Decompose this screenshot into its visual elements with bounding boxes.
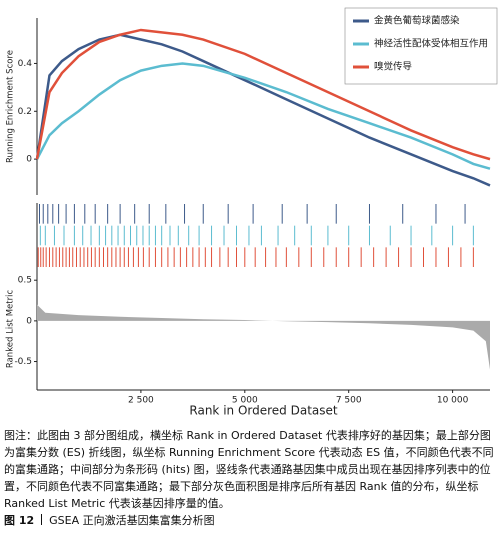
y-tick-label: 0 — [26, 316, 32, 326]
x-axis-label: Rank in Ordered Dataset — [189, 404, 337, 418]
metric-area — [37, 304, 490, 370]
legend-label: 金黄色葡萄球菌感染 — [374, 15, 460, 27]
figure-number: 图 12 — [4, 514, 35, 527]
y-tick-label: -0.5 — [14, 357, 32, 367]
y-tick-label: 0.2 — [18, 107, 32, 117]
y-tick-label: 0 — [26, 155, 32, 165]
y-axis-label: Running Enrichment Score — [6, 50, 16, 163]
legend-label: 神经活性配体受体相互作用 — [374, 38, 488, 50]
figure-title: GSEA 正向激活基因集富集分析图 — [49, 514, 215, 527]
y-axis-label: Ranked List Metric — [6, 290, 16, 369]
x-tick-label: 7 500 — [336, 396, 362, 406]
es-line — [35, 33, 491, 187]
caption: 图注：此图由 3 部分图组成，横坐标 Rank in Ordered Datas… — [4, 429, 494, 510]
y-tick-label: 0.5 — [18, 276, 32, 286]
legend-label: 嗅觉传导 — [374, 61, 412, 73]
es-line — [35, 62, 491, 170]
figure-label: 图 12 GSEA 正向激活基因集富集分析图 — [4, 512, 215, 528]
y-tick-label: 0.4 — [18, 59, 33, 69]
legend-box — [344, 7, 498, 85]
x-tick-label: 2 500 — [128, 396, 154, 406]
x-tick-label: 5 000 — [232, 396, 258, 406]
separator — [41, 514, 43, 525]
x-tick-label: 10 000 — [437, 396, 469, 406]
es-line — [35, 28, 491, 161]
